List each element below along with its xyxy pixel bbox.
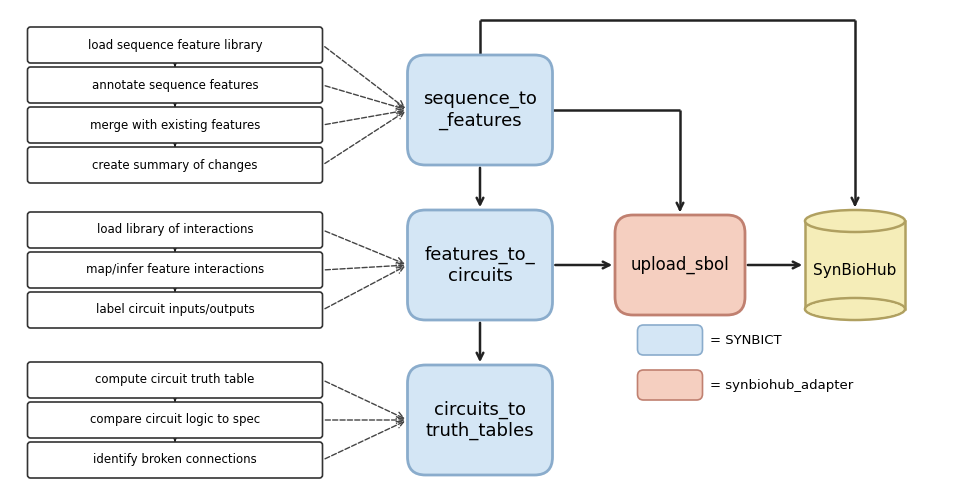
Text: load library of interactions: load library of interactions <box>97 224 253 237</box>
Text: create summary of changes: create summary of changes <box>92 158 257 171</box>
FancyBboxPatch shape <box>637 370 703 400</box>
FancyBboxPatch shape <box>28 442 323 478</box>
FancyBboxPatch shape <box>28 67 323 103</box>
FancyBboxPatch shape <box>407 210 553 320</box>
Text: = SYNBICT: = SYNBICT <box>710 334 782 347</box>
Text: circuits_to
truth_tables: circuits_to truth_tables <box>425 400 535 440</box>
FancyBboxPatch shape <box>28 147 323 183</box>
Text: merge with existing features: merge with existing features <box>90 119 260 132</box>
Text: upload_sbol: upload_sbol <box>631 256 730 274</box>
FancyBboxPatch shape <box>28 212 323 248</box>
Ellipse shape <box>805 298 905 320</box>
Bar <box>805 221 905 309</box>
Text: label circuit inputs/outputs: label circuit inputs/outputs <box>96 303 254 316</box>
Text: compute circuit truth table: compute circuit truth table <box>95 373 254 386</box>
Text: load sequence feature library: load sequence feature library <box>87 38 262 51</box>
FancyBboxPatch shape <box>615 215 745 315</box>
Text: features_to_
circuits: features_to_ circuits <box>424 245 536 285</box>
Text: identify broken connections: identify broken connections <box>93 454 257 467</box>
Text: SynBioHub: SynBioHub <box>813 263 897 277</box>
FancyBboxPatch shape <box>637 325 703 355</box>
Text: map/infer feature interactions: map/infer feature interactions <box>85 264 264 276</box>
FancyBboxPatch shape <box>28 402 323 438</box>
FancyBboxPatch shape <box>407 365 553 475</box>
FancyBboxPatch shape <box>407 55 553 165</box>
FancyBboxPatch shape <box>28 292 323 328</box>
Text: annotate sequence features: annotate sequence features <box>92 79 258 92</box>
Ellipse shape <box>805 210 905 232</box>
FancyBboxPatch shape <box>28 107 323 143</box>
Text: sequence_to
_features: sequence_to _features <box>423 90 537 130</box>
FancyBboxPatch shape <box>28 252 323 288</box>
Ellipse shape <box>806 300 903 318</box>
Text: = synbiohub_adapter: = synbiohub_adapter <box>710 379 853 392</box>
FancyBboxPatch shape <box>28 27 323 63</box>
FancyBboxPatch shape <box>28 362 323 398</box>
Text: compare circuit logic to spec: compare circuit logic to spec <box>90 413 260 427</box>
